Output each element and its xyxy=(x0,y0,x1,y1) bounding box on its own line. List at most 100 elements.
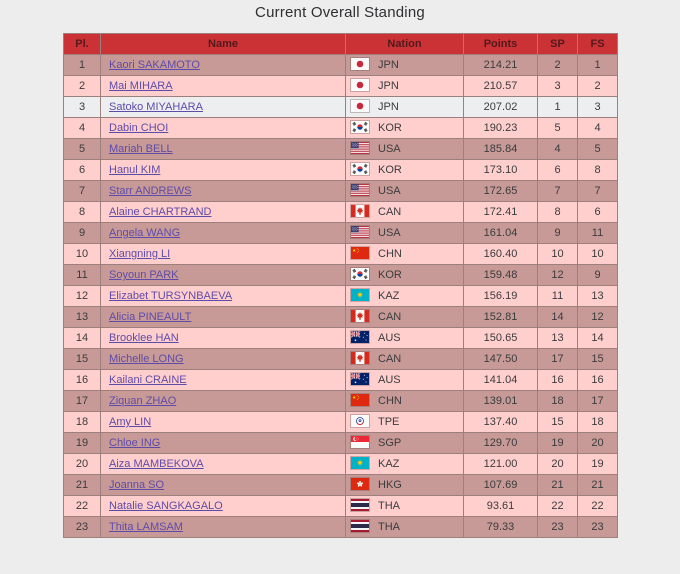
place-cell: 11 xyxy=(63,264,101,286)
skater-link[interactable]: Angela WANG xyxy=(109,227,181,239)
name-cell: Kailani CRAINE xyxy=(100,369,346,391)
nation-cell: TPE xyxy=(345,411,464,433)
skater-link[interactable]: Dabin CHOI xyxy=(109,122,169,134)
fs-cell: 21 xyxy=(577,474,618,496)
table-row: 20 Aiza MAMBEKOVA KAZ 121.00 20 19 xyxy=(63,453,618,475)
skater-link[interactable]: Alicia PINEAULT xyxy=(109,311,192,323)
sp-cell: 19 xyxy=(537,432,578,454)
skater-link[interactable]: Kaori SAKAMOTO xyxy=(109,59,200,71)
name-cell: Amy LIN xyxy=(100,411,346,433)
flag-can-icon xyxy=(351,205,369,217)
header-fs: FS xyxy=(577,33,618,55)
place-cell: 5 xyxy=(63,138,101,160)
sp-cell: 21 xyxy=(537,474,578,496)
points-cell: 207.02 xyxy=(463,96,538,118)
skater-link[interactable]: Aiza MAMBEKOVA xyxy=(109,458,204,470)
flag-can-icon xyxy=(351,352,369,364)
sp-cell: 5 xyxy=(537,117,578,139)
name-cell: Alicia PINEAULT xyxy=(100,306,346,328)
fs-cell: 8 xyxy=(577,159,618,181)
points-cell: 156.19 xyxy=(463,285,538,307)
sp-cell: 4 xyxy=(537,138,578,160)
skater-link[interactable]: Soyoun PARK xyxy=(109,269,179,281)
sp-cell: 12 xyxy=(537,264,578,286)
skater-link[interactable]: Satoko MIYAHARA xyxy=(109,101,203,113)
name-cell: Kaori SAKAMOTO xyxy=(100,54,346,76)
name-cell: Angela WANG xyxy=(100,222,346,244)
fs-cell: 22 xyxy=(577,495,618,517)
skater-link[interactable]: Natalie SANGKAGALO xyxy=(109,500,223,512)
name-cell: Michelle LONG xyxy=(100,348,346,370)
table-row: 5 Mariah BELL USA 185.84 4 5 xyxy=(63,138,618,160)
points-cell: 190.23 xyxy=(463,117,538,139)
fs-cell: 9 xyxy=(577,264,618,286)
place-cell: 20 xyxy=(63,453,101,475)
skater-link[interactable]: Michelle LONG xyxy=(109,353,184,365)
table-row: 12 Elizabet TURSYNBAEVA KAZ 156.19 11 13 xyxy=(63,285,618,307)
table-row: 23 Thita LAMSAM THA 79.33 23 23 xyxy=(63,516,618,538)
nation-code: USA xyxy=(378,143,401,156)
skater-link[interactable]: Xiangning LI xyxy=(109,248,171,260)
name-cell: Elizabet TURSYNBAEVA xyxy=(100,285,346,307)
points-cell: 173.10 xyxy=(463,159,538,181)
sp-cell: 7 xyxy=(537,180,578,202)
page-title: Current Overall Standing xyxy=(255,4,425,21)
place-cell: 21 xyxy=(63,474,101,496)
nation-cell: JPN xyxy=(345,54,464,76)
sp-cell: 6 xyxy=(537,159,578,181)
skater-link[interactable]: Hanul KIM xyxy=(109,164,161,176)
fs-cell: 4 xyxy=(577,117,618,139)
flag-tha-icon xyxy=(351,520,369,532)
nation-code: KAZ xyxy=(378,458,400,471)
flag-jpn-icon xyxy=(351,100,369,112)
place-cell: 22 xyxy=(63,495,101,517)
nation-code: SGP xyxy=(378,437,402,450)
flag-jpn-icon xyxy=(351,58,369,70)
table-row: 3 Satoko MIYAHARA JPN 207.02 1 3 xyxy=(63,96,618,118)
table-row: 18 Amy LIN TPE 137.40 15 18 xyxy=(63,411,618,433)
points-cell: 129.70 xyxy=(463,432,538,454)
skater-link[interactable]: Elizabet TURSYNBAEVA xyxy=(109,290,233,302)
skater-link[interactable]: Mai MIHARA xyxy=(109,80,173,92)
flag-can-icon xyxy=(351,310,369,322)
flag-usa-icon xyxy=(351,226,369,238)
place-cell: 1 xyxy=(63,54,101,76)
skater-link[interactable]: Chloe ING xyxy=(109,437,161,449)
points-cell: 139.01 xyxy=(463,390,538,412)
nation-code: JPN xyxy=(378,59,399,72)
sp-cell: 9 xyxy=(537,222,578,244)
nation-cell: JPN xyxy=(345,96,464,118)
flag-kaz-icon xyxy=(351,457,369,469)
sp-cell: 14 xyxy=(537,306,578,328)
sp-cell: 2 xyxy=(537,54,578,76)
name-cell: Dabin CHOI xyxy=(100,117,346,139)
nation-cell: USA xyxy=(345,180,464,202)
skater-link[interactable]: Alaine CHARTRAND xyxy=(109,206,212,218)
name-cell: Thita LAMSAM xyxy=(100,516,346,538)
place-cell: 18 xyxy=(63,411,101,433)
skater-link[interactable]: Starr ANDREWS xyxy=(109,185,192,197)
sp-cell: 23 xyxy=(537,516,578,538)
name-cell: Chloe ING xyxy=(100,432,346,454)
skater-link[interactable]: Brooklee HAN xyxy=(109,332,179,344)
nation-code: AUS xyxy=(378,332,401,345)
skater-link[interactable]: Amy LIN xyxy=(109,416,152,428)
nation-code: KAZ xyxy=(378,290,400,303)
table-row: 14 Brooklee HAN AUS 150.65 13 14 xyxy=(63,327,618,349)
name-cell: Brooklee HAN xyxy=(100,327,346,349)
skater-link[interactable]: Mariah BELL xyxy=(109,143,173,155)
skater-link[interactable]: Kailani CRAINE xyxy=(109,374,187,386)
nation-code: CHN xyxy=(378,395,402,408)
name-cell: Hanul KIM xyxy=(100,159,346,181)
flag-aus-icon xyxy=(351,331,369,343)
points-cell: 210.57 xyxy=(463,75,538,97)
fs-cell: 14 xyxy=(577,327,618,349)
skater-link[interactable]: Thita LAMSAM xyxy=(109,521,183,533)
table-row: 2 Mai MIHARA JPN 210.57 3 2 xyxy=(63,75,618,97)
sp-cell: 15 xyxy=(537,411,578,433)
sp-cell: 3 xyxy=(537,75,578,97)
skater-link[interactable]: Ziquan ZHAO xyxy=(109,395,177,407)
skater-link[interactable]: Joanna SO xyxy=(109,479,165,491)
table-row: 13 Alicia PINEAULT CAN 152.81 14 12 xyxy=(63,306,618,328)
nation-cell: JPN xyxy=(345,75,464,97)
